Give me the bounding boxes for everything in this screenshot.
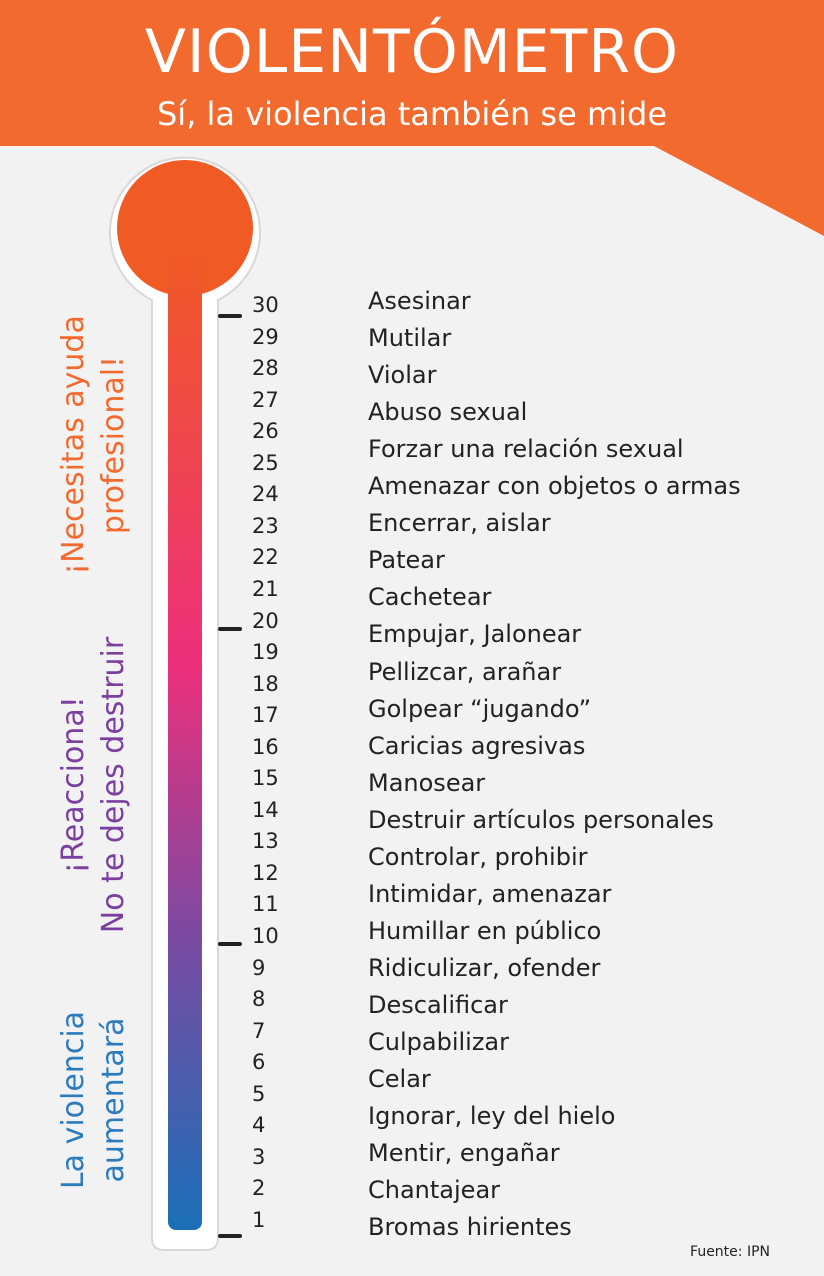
level-label: Forzar una relación sexual (368, 435, 684, 464)
level-label: Ridiculizar, ofender (368, 953, 601, 982)
source-credit: Fuente: IPN (690, 1244, 770, 1260)
level-number: 30 (252, 293, 279, 317)
level-label: Destruir artículos personales (368, 805, 714, 834)
level-number: 19 (252, 640, 279, 665)
level-number: 15 (252, 766, 279, 791)
level-number: 1 (252, 1207, 266, 1232)
level-label: Culpabilizar (368, 1028, 509, 1056)
level-number: 13 (252, 829, 279, 854)
level-label: Abuso sexual (368, 398, 528, 427)
level-label: Pellizcar, arañar (368, 657, 562, 686)
thermometer-tube (168, 250, 202, 1230)
level-number: 22 (252, 545, 279, 570)
level-label: Encerrar, aislar (368, 509, 551, 538)
header-banner: VIOLENTÓMETRO Sí, la violencia también s… (0, 0, 824, 236)
level-number: 25 (252, 450, 279, 475)
level-number: 27 (252, 387, 279, 412)
level-number: 5 (252, 1081, 266, 1106)
zone-label-line1: La violencia (56, 1010, 91, 1190)
level-number: 7 (252, 1018, 266, 1043)
level-label: Asesinar (368, 287, 471, 315)
level-number: 11 (252, 892, 279, 917)
zone-label-line1: ¡Reacciona! (56, 696, 91, 874)
level-number: 23 (252, 513, 279, 538)
level-number: 2 (252, 1176, 266, 1201)
zone-label-line2: aumentará (96, 1017, 131, 1183)
level-label: Bromas hirientes (368, 1213, 572, 1242)
level-number: 6 (252, 1050, 266, 1075)
level-label: Intimidar, amenazar (368, 879, 612, 908)
level-number: 14 (252, 797, 279, 822)
thermometer-bulb (117, 160, 253, 296)
level-number: 21 (252, 576, 279, 601)
level-label: Patear (368, 546, 445, 575)
level-label: Mutilar (368, 324, 452, 353)
level-label: Chantajear (368, 1176, 501, 1205)
page-subtitle: Sí, la violencia también se mide (156, 95, 667, 133)
level-label: Golpear “jugando” (368, 694, 592, 723)
level-number: 4 (252, 1113, 266, 1138)
level-label: Celar (368, 1065, 431, 1094)
level-number: 16 (252, 734, 279, 759)
level-label: Ignorar, ley del hielo (368, 1102, 616, 1131)
level-label: Mentir, engañar (368, 1139, 560, 1168)
level-number: 12 (252, 860, 279, 885)
level-number: 20 (252, 608, 279, 633)
level-label: Empujar, Jalonear (368, 620, 582, 649)
level-number: 10 (252, 924, 279, 948)
level-number: 28 (252, 356, 279, 381)
level-label: Cachetear (368, 583, 492, 612)
level-number: 18 (252, 671, 279, 696)
level-label: Violar (368, 361, 437, 390)
level-number: 3 (252, 1144, 266, 1169)
level-number: 9 (252, 955, 266, 980)
level-number: 29 (252, 324, 279, 349)
level-number: 24 (252, 482, 279, 507)
level-number: 26 (252, 419, 279, 444)
level-number: 8 (252, 987, 266, 1012)
zone-label-line2: No te dejes destruir (96, 636, 131, 934)
level-label: Caricias agresivas (368, 731, 586, 760)
zone-label-aumentara: La violencia aumentará (54, 930, 134, 1270)
level-label: Controlar, prohibir (368, 842, 588, 871)
level-label: Amenazar con objetos o armas (368, 472, 741, 501)
zone-label-reacciona: ¡Reacciona! No te dejes destruir (54, 585, 134, 985)
level-label: Humillar en público (368, 916, 602, 945)
level-label: Descalificar (368, 990, 508, 1019)
page-title: VIOLENTÓMETRO (144, 17, 680, 87)
level-number: 17 (252, 703, 279, 728)
level-label: Manosear (368, 768, 486, 797)
